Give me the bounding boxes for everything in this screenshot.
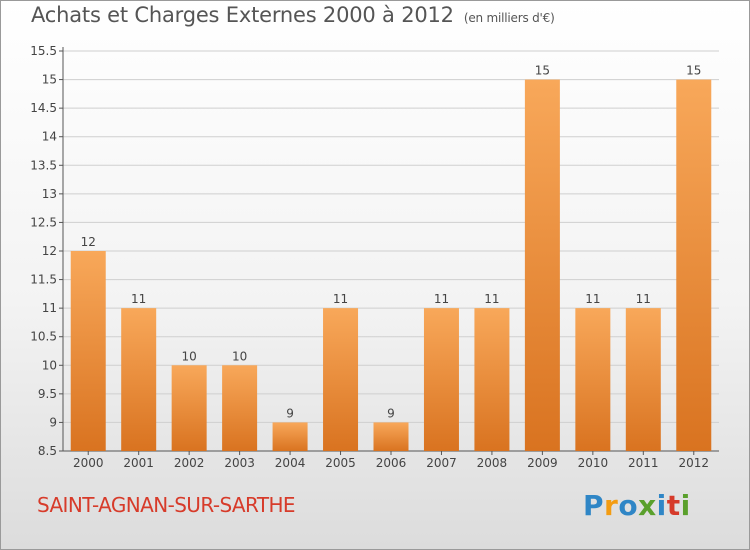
bar-2003 (222, 365, 258, 451)
x-tick-label: 2010 (578, 456, 609, 470)
data-label-2008: 11 (484, 292, 499, 306)
labels: 2000 12 2001 11 2002 10 2003 10 2004 9 2005 11 2006 9… (73, 64, 709, 470)
logo-letter: P (583, 489, 605, 522)
logo-letter: o (618, 489, 639, 522)
x-tick-label: 2000 (73, 456, 104, 470)
y-tick-label: 9 (49, 415, 57, 429)
bar-2000 (70, 251, 106, 451)
bar-2012 (676, 79, 712, 452)
chart-title: Achats et Charges Externes 2000 à 2012 (e… (31, 3, 555, 27)
data-label-2002: 10 (182, 349, 197, 363)
logo-letter: i (680, 489, 691, 522)
y-tick-label: 13.5 (30, 158, 57, 172)
bar-2005 (323, 308, 359, 451)
bars (70, 79, 712, 452)
bar-2004 (272, 422, 308, 451)
bar-2010 (575, 308, 611, 451)
x-tick-label: 2009 (527, 456, 558, 470)
data-label-2001: 11 (131, 292, 146, 306)
grid-lines (63, 50, 719, 452)
x-tick-label: 2005 (325, 456, 356, 470)
x-tick-label: 2006 (376, 456, 407, 470)
x-tick-label: 2007 (426, 456, 457, 470)
y-tick-label: 12.5 (30, 215, 57, 229)
bar-2011 (625, 308, 661, 451)
y-tick-label: 14 (42, 130, 57, 144)
x-tick-label: 2001 (123, 456, 154, 470)
y-tick-label: 11.5 (30, 273, 57, 287)
commune-name: SAINT-AGNAN-SUR-SARTHE (37, 493, 296, 517)
logo-letter: r (604, 489, 619, 522)
x-tick-label: 2012 (678, 456, 709, 470)
bar-2008 (474, 308, 510, 451)
x-tick-label: 2008 (477, 456, 508, 470)
x-tick-label: 2003 (224, 456, 255, 470)
data-label-2009: 15 (535, 64, 550, 78)
y-tick-label: 13 (42, 187, 57, 201)
bar-2001 (121, 308, 157, 451)
x-tick-label: 2011 (628, 456, 659, 470)
bar-2009 (524, 79, 560, 452)
y-tick-label: 10 (42, 358, 57, 372)
x-tick-label: 2002 (174, 456, 205, 470)
proxiti-logo: Proxiti (583, 489, 691, 522)
logo-letter: t (666, 489, 681, 522)
data-label-2003: 10 (232, 349, 247, 363)
chart-title-text: Achats et Charges Externes 2000 à 2012 (31, 3, 454, 27)
logo-letter: i (656, 489, 667, 522)
y-tick-label: 15.5 (30, 44, 57, 58)
y-tick-label: 8.5 (38, 444, 57, 458)
y-tick-label: 11 (42, 301, 57, 315)
data-label-2000: 12 (81, 235, 96, 249)
data-label-2011: 11 (636, 292, 651, 306)
data-label-2010: 11 (585, 292, 600, 306)
chart-unit: (en milliers d'€) (463, 11, 555, 25)
logo-letter: x (638, 489, 657, 522)
y-tick-label: 9.5 (38, 387, 57, 401)
y-tick-label: 15 (42, 73, 57, 87)
data-label-2005: 11 (333, 292, 348, 306)
data-label-2006: 9 (387, 406, 395, 420)
x-tick-label: 2004 (275, 456, 306, 470)
data-label-2012: 15 (686, 64, 701, 78)
y-tick-label: 14.5 (30, 101, 57, 115)
bar-2002 (171, 365, 207, 451)
y-tick-label: 10.5 (30, 330, 57, 344)
bar-2006 (373, 422, 409, 451)
bar-2007 (423, 308, 459, 451)
y-tick-label: 12 (42, 244, 57, 258)
data-label-2007: 11 (434, 292, 449, 306)
data-label-2004: 9 (286, 406, 294, 420)
